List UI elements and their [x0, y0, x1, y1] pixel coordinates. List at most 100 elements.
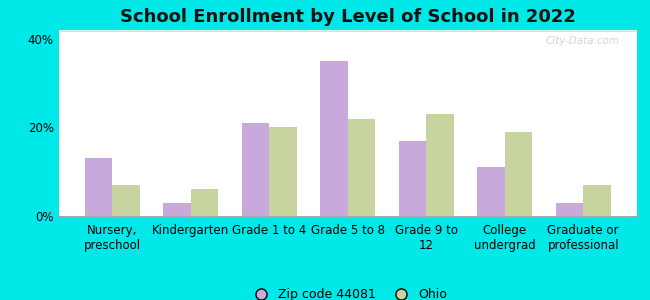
Bar — [58, 31, 637, 32]
Bar — [112, 185, 140, 216]
Bar — [58, 31, 637, 32]
Bar — [58, 31, 637, 32]
Bar — [58, 31, 637, 32]
Bar — [58, 30, 637, 31]
Bar — [58, 30, 637, 31]
Bar — [58, 31, 637, 32]
Bar — [58, 31, 637, 32]
Bar — [58, 31, 637, 32]
Bar — [190, 189, 218, 216]
Bar — [58, 30, 637, 31]
Bar — [58, 31, 637, 32]
Bar — [58, 30, 637, 31]
Bar — [58, 30, 637, 31]
Bar — [58, 31, 637, 32]
Bar — [58, 30, 637, 31]
Bar — [58, 31, 637, 32]
Bar — [58, 31, 637, 32]
Bar — [58, 31, 637, 32]
Bar — [58, 31, 637, 32]
Bar — [58, 31, 637, 32]
Bar — [348, 118, 375, 216]
Bar — [58, 30, 637, 31]
Bar — [58, 30, 637, 31]
Bar — [58, 31, 637, 32]
Bar — [58, 31, 637, 32]
Bar — [58, 31, 637, 32]
Bar — [58, 30, 637, 31]
Bar — [58, 30, 637, 31]
Bar — [58, 30, 637, 31]
Bar — [58, 30, 637, 31]
Bar — [58, 31, 637, 32]
Bar — [58, 30, 637, 31]
Bar — [58, 31, 637, 32]
Bar — [477, 167, 505, 216]
Bar — [58, 31, 637, 32]
Bar — [58, 31, 637, 32]
Bar — [58, 31, 637, 32]
Bar — [58, 30, 637, 31]
Bar — [58, 31, 637, 32]
Bar — [58, 30, 637, 31]
Bar — [58, 31, 637, 32]
Bar — [58, 30, 637, 31]
Bar — [426, 114, 454, 216]
Bar — [58, 31, 637, 32]
Bar — [58, 30, 637, 31]
Bar — [58, 30, 637, 31]
Bar — [58, 31, 637, 32]
Bar — [58, 30, 637, 31]
Bar — [556, 203, 583, 216]
Bar — [58, 30, 637, 31]
Bar — [84, 158, 112, 216]
Bar — [58, 31, 637, 32]
Bar — [58, 31, 637, 32]
Bar — [163, 203, 190, 216]
Bar — [58, 30, 637, 31]
Bar — [58, 31, 637, 32]
Bar — [58, 30, 637, 31]
Bar — [58, 31, 637, 32]
Bar — [58, 30, 637, 31]
Bar — [58, 31, 637, 32]
Bar — [58, 31, 637, 32]
Bar — [398, 141, 426, 216]
Bar — [58, 31, 637, 32]
Bar — [58, 31, 637, 32]
Bar — [58, 30, 637, 31]
Bar — [58, 30, 637, 31]
Bar — [58, 30, 637, 31]
Bar — [58, 31, 637, 32]
Bar — [58, 31, 637, 32]
Bar — [58, 31, 637, 32]
Bar — [58, 31, 637, 32]
Bar — [58, 31, 637, 32]
Bar — [58, 30, 637, 31]
Bar — [58, 30, 637, 31]
Bar — [58, 30, 637, 31]
Bar — [58, 31, 637, 32]
Bar — [58, 30, 637, 31]
Bar — [58, 30, 637, 31]
Bar — [58, 31, 637, 32]
Bar — [58, 31, 637, 32]
Bar — [58, 30, 637, 31]
Bar — [58, 30, 637, 31]
Bar — [58, 31, 637, 32]
Bar — [58, 31, 637, 32]
Bar — [58, 31, 637, 32]
Bar — [58, 30, 637, 31]
Bar — [58, 31, 637, 32]
Legend: Zip code 44081, Ohio: Zip code 44081, Ohio — [243, 284, 452, 300]
Bar — [58, 30, 637, 31]
Bar — [58, 31, 637, 32]
Bar — [58, 30, 637, 31]
Bar — [58, 30, 637, 31]
Bar — [58, 31, 637, 32]
Bar — [58, 30, 637, 31]
Bar — [58, 31, 637, 32]
Bar — [58, 31, 637, 32]
Bar — [58, 31, 637, 32]
Bar — [58, 31, 637, 32]
